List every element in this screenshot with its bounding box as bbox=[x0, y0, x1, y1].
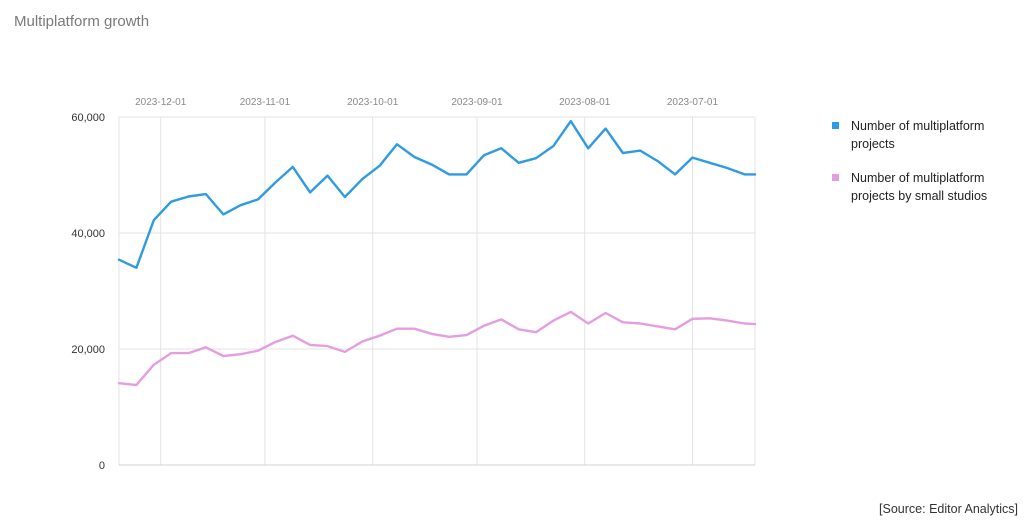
chart-title: Multiplatform growth bbox=[14, 13, 150, 30]
y-tick-label: 60,000 bbox=[71, 112, 105, 124]
series-line-multiplatform-projects[interactable] bbox=[117, 119, 757, 269]
legend-item-small-studios[interactable]: Number of multiplatform projects by smal… bbox=[832, 169, 1022, 205]
legend-swatch-small-studios bbox=[832, 174, 839, 181]
legend-swatch-multiplatform-projects bbox=[832, 122, 839, 129]
x-tick-label: 2023-07-01 bbox=[667, 97, 719, 108]
legend-label-multiplatform-projects: Number of multiplatform projects bbox=[851, 119, 985, 151]
grid-layer bbox=[118, 116, 756, 466]
x-tick-label: 2023-12-01 bbox=[135, 97, 187, 108]
x-tick-label: 2023-11-01 bbox=[240, 97, 291, 108]
chart-legend: Number of multiplatform projects Number … bbox=[832, 117, 1022, 221]
legend-item-multiplatform-projects[interactable]: Number of multiplatform projects bbox=[832, 117, 1022, 153]
source-note: [Source: Editor Analytics] bbox=[879, 502, 1018, 516]
y-tick-label: 20,000 bbox=[71, 344, 105, 356]
series-line-small-studios[interactable] bbox=[117, 310, 757, 387]
x-tick-label: 2023-10-01 bbox=[347, 97, 399, 108]
y-tick-label: 40,000 bbox=[71, 228, 105, 240]
legend-label-small-studios: Number of multiplatform projects by smal… bbox=[851, 171, 988, 203]
x-tick-label: 2023-08-01 bbox=[559, 97, 611, 108]
axis-layer: 0 20,000 40,000 60,000 2023-12-01 2023-11-01 2… bbox=[71, 97, 755, 472]
y-tick-label: 0 bbox=[99, 460, 105, 472]
series-layer bbox=[117, 119, 757, 387]
x-tick-label: 2023-09-01 bbox=[451, 97, 503, 108]
